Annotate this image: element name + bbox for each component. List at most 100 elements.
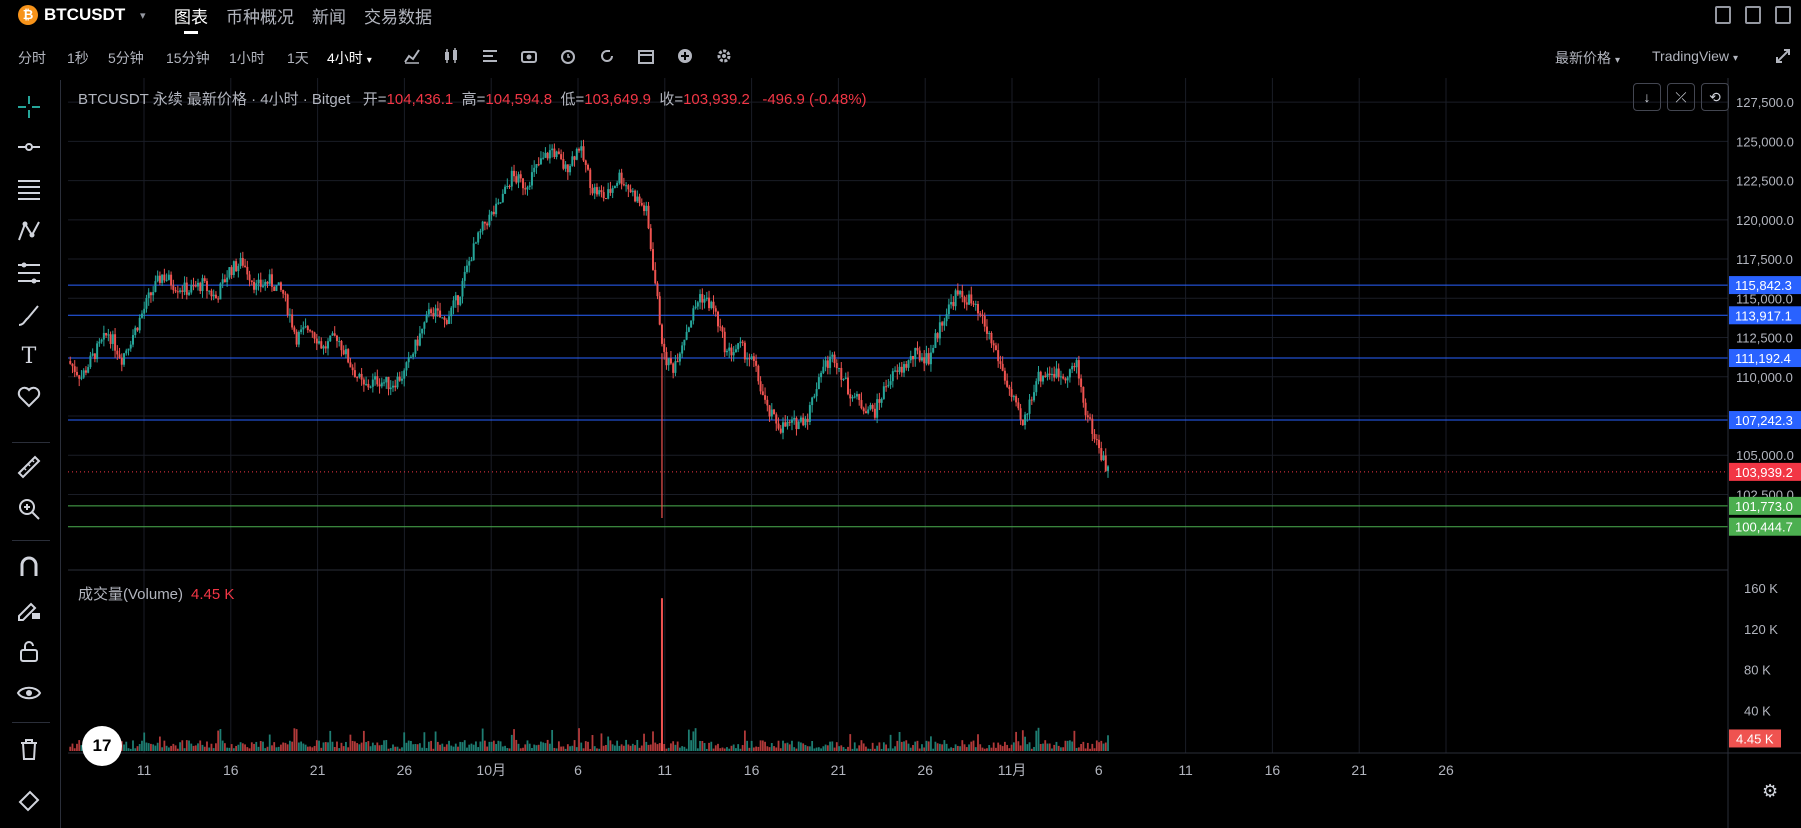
timeframe-15m[interactable]: 15分钟 [166,50,210,66]
camera-icon[interactable] [519,47,539,67]
replay-icon[interactable] [597,47,617,67]
timeframe-1d[interactable]: 1天 [287,50,309,66]
candle-body [111,334,114,344]
eye-icon[interactable] [14,680,44,710]
last-volume-label: 4.45 K [1736,731,1774,746]
candle-body [483,221,486,224]
price-type-select[interactable]: 最新价格 ▾ [1555,48,1620,68]
tab-trading-data[interactable]: 交易数据 [364,8,432,27]
collapse-icon[interactable]: ⤫ [1667,83,1695,111]
chart-engine-select[interactable]: TradingView ▾ [1652,48,1738,64]
timeframe-1s[interactable]: 1秒 [67,50,89,66]
split-icon[interactable] [1775,6,1791,24]
volume-axis[interactable]: 160 K 120 K 80 K 40 K [1744,581,1778,718]
time-axis[interactable]: 11 16 21 26 10月 6 11 16 21 26 11月 6 11 16 21 26 [137,762,1454,778]
volume-bar [499,741,502,751]
price-chart[interactable]: 127,500.0 125,000.0 122,500.0 120,000.0 117,… [68,78,1801,828]
volume-bar [533,744,536,751]
plus-circle-icon[interactable] [675,47,695,67]
axis-settings-icon[interactable]: ⚙ [1762,781,1779,801]
candle-type-icon[interactable] [441,47,461,67]
candle-body [894,370,897,372]
time-tick-label: 16 [1265,762,1281,778]
candle-body [855,394,858,397]
volume-bar [347,747,350,751]
magnet-icon[interactable] [14,554,44,584]
candle-body [71,363,74,367]
horizontal-line-icon[interactable] [14,134,44,164]
volume-bar [71,743,74,751]
tab-news[interactable]: 新闻 [312,8,346,27]
tab-overview[interactable]: 币种概况 [226,8,294,27]
layout-icon[interactable] [1715,6,1731,24]
expand-icon[interactable] [1773,47,1793,67]
volume-bar [945,743,948,751]
heart-icon[interactable] [14,384,44,414]
volume-bar [158,736,161,751]
alarm-icon[interactable] [558,47,578,67]
gear-icon[interactable] [714,47,734,67]
timeframe-1h[interactable]: 1小时 [229,50,265,66]
chart-controls: ↓ ⤫ ⟲ [1627,83,1729,111]
pattern-icon[interactable] [14,218,44,248]
legend-close: 103,939.2 [683,91,750,108]
volume-bar [320,747,323,751]
eraser-icon[interactable] [14,786,44,816]
scroll-down-icon[interactable]: ↓ [1633,83,1661,111]
parallel-lines-icon[interactable] [14,176,44,206]
candle-body [210,290,213,297]
text-tool-icon[interactable]: T [21,344,37,369]
zoom-in-icon[interactable] [14,496,44,526]
candle-body [1010,389,1013,397]
candle-body [979,313,982,315]
volume-bar [306,746,309,751]
brush-icon[interactable] [14,302,44,332]
indicator-icon[interactable] [402,47,422,67]
candle-body [907,360,910,368]
tab-chart[interactable]: 图表 [174,3,208,34]
candle-body [555,151,558,157]
candle-body [607,189,610,199]
volume-bar [1003,741,1006,751]
volume-bar [748,747,751,751]
timeframe-5m[interactable]: 5分钟 [108,50,144,66]
trash-icon[interactable] [14,736,44,766]
timeframe-4h[interactable]: 4小时 ▾ [327,48,372,68]
volume-bar [959,746,961,751]
volume-bar [882,742,885,751]
timeframe-tick[interactable]: 分时 [18,50,46,66]
candle-body [723,331,726,353]
volume-bar [223,743,226,751]
volume-bar [1102,743,1105,751]
tradingview-logo[interactable]: 17 [82,726,122,766]
candle-body [1086,415,1089,418]
volume-bar [483,740,486,751]
template-icon[interactable] [480,47,500,67]
candle-body [860,400,863,409]
symbol-name[interactable]: BTCUSDT [44,5,126,24]
candle-body [882,386,885,399]
popout-icon[interactable] [1745,6,1761,24]
ruler-icon[interactable] [14,454,44,484]
price-tick-label: 117,500.0 [1736,252,1793,267]
volume-bars [69,598,1109,751]
price-axis[interactable]: 127,500.0 125,000.0 122,500.0 120,000.0 117,… [1736,95,1794,502]
volume-bar [591,735,594,751]
volume-bar [152,744,155,751]
lock-drawing-icon[interactable] [14,596,44,626]
candle-body [687,327,690,332]
candle-body [479,230,482,233]
candle-body [1037,371,1040,382]
price-tick-label: 127,500.0 [1736,95,1794,110]
candle-body [362,379,365,385]
crosshair-icon[interactable] [14,94,44,124]
unlock-icon[interactable] [14,638,44,668]
candle-body [705,297,708,300]
reset-icon[interactable]: ⟲ [1701,83,1729,111]
calendar-icon[interactable] [636,47,656,67]
volume-bar [916,740,919,751]
candle-body [824,360,827,367]
symbol-dropdown-icon[interactable]: ▾ [140,10,146,22]
candle-body [587,164,589,170]
fib-icon[interactable] [14,260,44,290]
